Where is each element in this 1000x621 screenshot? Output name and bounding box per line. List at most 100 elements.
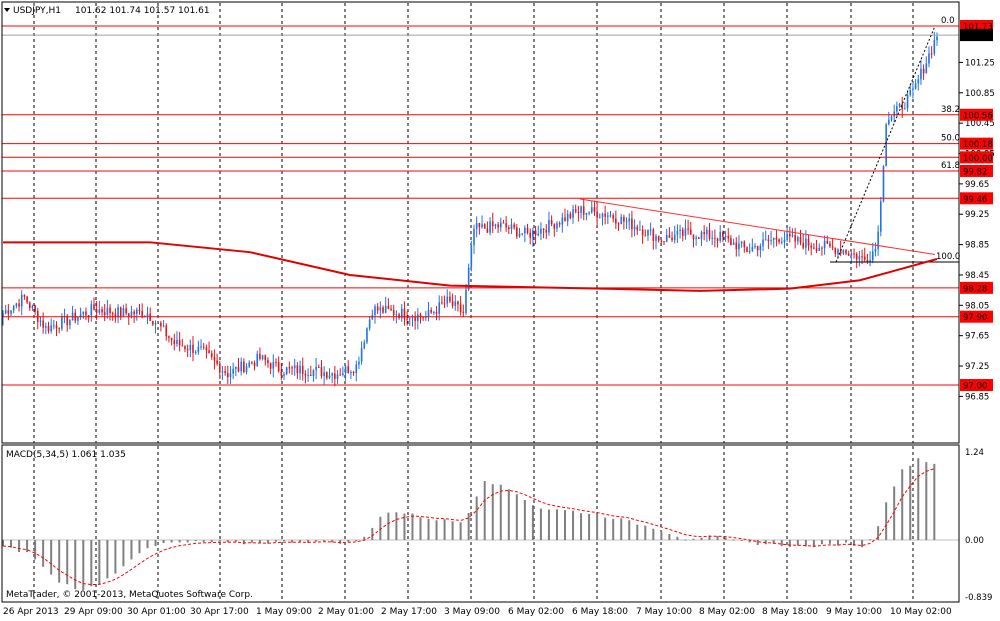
candle-body [877,231,879,249]
candle-body [695,237,697,239]
candle-body [896,106,898,112]
candle-body [564,217,566,222]
candle-body [465,289,467,313]
candle-body [631,218,633,230]
candle-body [178,339,181,346]
candle-body [540,228,542,234]
candle-body [213,356,216,361]
candle-body [802,242,804,248]
price-level-tag [960,310,993,323]
candle-body [598,217,601,219]
candle-body [879,201,882,232]
macd-bar [74,540,77,590]
candle-body [719,231,722,241]
macd-bar [242,540,245,545]
candle-body [42,320,44,328]
macd-bar [564,510,567,540]
candle-body [620,216,623,225]
candle-body [724,236,727,238]
candle-body [414,317,416,321]
x-tick-label: 10 May 02:00 [890,607,952,617]
candle-body [291,367,293,369]
candle-body [815,248,818,251]
candle-body [746,247,748,252]
candle-body [315,366,317,371]
candle-body [756,245,759,251]
macd-panel[interactable] [2,458,959,591]
candle-body [588,212,590,214]
symbol-label: USDJPY,H1 [13,6,61,16]
candle-body [871,251,874,261]
price-level-tag [960,164,993,177]
macd-bar [170,540,173,543]
candle-body [226,373,229,378]
macd-bar [845,540,848,543]
macd-bar [676,536,679,540]
candle-body [909,89,912,95]
candle-body [786,233,788,240]
candle-body [866,259,869,262]
macd-bar [26,540,29,553]
candle-body [160,322,162,327]
candle-body [505,223,507,228]
candle-body [898,104,901,107]
macd-bar [371,527,374,540]
candle-body [296,365,299,374]
candle-body [157,322,160,324]
candle-body [208,350,210,354]
macd-bar [692,538,695,540]
candle-body [350,372,352,374]
macd-bar [234,540,237,542]
x-tick-label: 9 May 10:00 [826,607,882,617]
candle-body [326,372,328,378]
price-level-tag [960,151,993,164]
candle-body [561,217,564,225]
candle-body [152,320,154,325]
collapse-triangle-icon[interactable] [4,8,10,12]
macd-panel-frame [1,444,960,603]
candle-body [842,250,845,254]
macd-bar [186,540,189,543]
candle-body [202,346,205,348]
candle-body [920,68,922,80]
fib-level-label: 61.8 [941,161,960,171]
candle-body [917,79,920,84]
macd-bar [475,496,478,540]
candle-body [537,233,540,236]
candle-body [280,371,283,376]
candle-body [738,243,740,250]
macd-bar [299,540,302,542]
candle-body [408,318,411,320]
candle-body [639,229,641,231]
candle-body [336,374,339,379]
candle-body [481,224,483,228]
candle-body [384,305,387,313]
macd-bar [122,540,125,567]
x-tick-label: 6 May 18:00 [572,607,628,617]
candle-body [411,317,414,319]
candle-body [122,308,125,317]
candle-body [534,230,537,236]
price-panel[interactable]: 0.0 38.2 50.0 61.8 100.0 [2,16,960,387]
macd-bar [291,540,294,543]
macd-bar [363,536,366,540]
candle-body [7,310,10,314]
candle-body [352,372,355,374]
candle-body [18,303,20,307]
macd-bar [250,540,253,543]
macd-bar [210,540,213,543]
candle-body [69,320,71,326]
candle-body [259,353,261,359]
price-panel-frame [1,1,960,444]
candle-body [609,215,612,217]
candle-body [714,237,716,239]
macd-bar [708,535,711,540]
trendline [579,198,936,255]
candle-body [676,230,679,235]
candle-body [387,305,390,309]
price-level-tag [960,379,993,392]
macd-bar [820,540,823,545]
price-level-label: 100.00 [963,154,993,164]
candle-body [457,301,459,305]
